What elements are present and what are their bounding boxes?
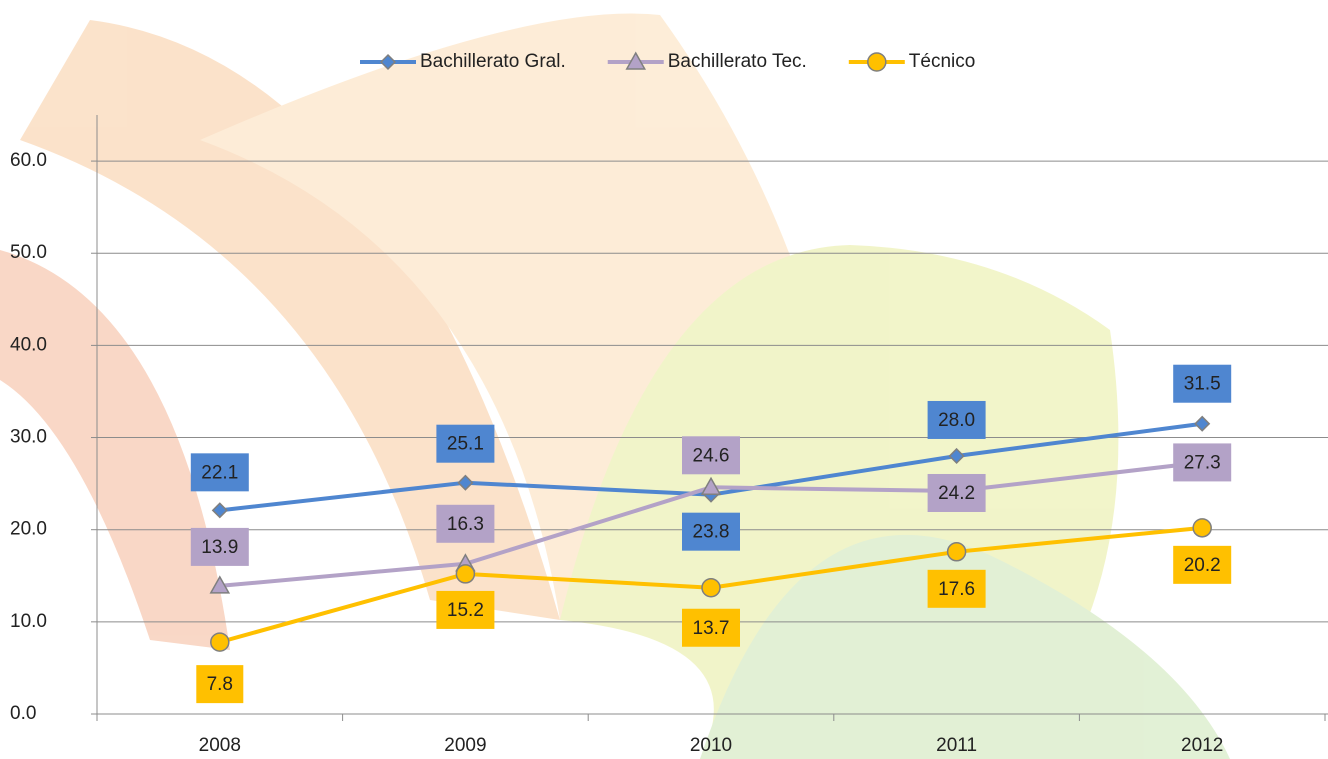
data-label: 13.9 bbox=[201, 537, 238, 558]
data-label: 17.6 bbox=[938, 579, 975, 600]
marker bbox=[213, 503, 227, 517]
y-tick-label: 20.0 bbox=[10, 519, 47, 540]
y-tick-label: 30.0 bbox=[10, 427, 47, 448]
data-label: 24.6 bbox=[693, 445, 730, 466]
data-label: 24.2 bbox=[938, 483, 975, 504]
x-tick-label: 2011 bbox=[936, 735, 977, 756]
legend-label: Técnico bbox=[909, 51, 976, 72]
data-label: 7.8 bbox=[207, 674, 233, 695]
marker bbox=[948, 543, 966, 561]
y-tick-label: 10.0 bbox=[10, 611, 47, 632]
data-label: 22.1 bbox=[201, 462, 238, 483]
y-tick-label: 0.0 bbox=[10, 703, 36, 724]
data-label: 31.5 bbox=[1184, 374, 1221, 395]
x-tick-label: 2010 bbox=[690, 735, 732, 756]
x-tick-label: 2012 bbox=[1181, 735, 1223, 756]
data-label: 13.7 bbox=[693, 618, 730, 639]
x-tick-label: 2008 bbox=[199, 735, 241, 756]
marker bbox=[1193, 519, 1211, 537]
data-label: 20.2 bbox=[1184, 555, 1221, 576]
y-tick-label: 50.0 bbox=[10, 242, 47, 263]
legend-label: Bachillerato Tec. bbox=[668, 51, 807, 72]
marker bbox=[211, 633, 229, 651]
y-tick-label: 60.0 bbox=[10, 150, 47, 171]
x-tick-label: 2009 bbox=[444, 735, 486, 756]
background-decoration bbox=[0, 14, 1230, 759]
legend-label: Bachillerato Gral. bbox=[420, 51, 566, 72]
marker bbox=[456, 565, 474, 583]
marker bbox=[868, 53, 886, 71]
data-label: 16.3 bbox=[447, 514, 484, 535]
chart: 0.0 10.0 20.0 30.0 40.0 50.0 60.0 2008 2009 2010 2… bbox=[0, 0, 1328, 759]
data-label: 25.1 bbox=[447, 434, 484, 455]
data-label: 23.8 bbox=[693, 522, 730, 543]
data-label: 27.3 bbox=[1184, 452, 1221, 473]
data-label: 28.0 bbox=[938, 410, 975, 431]
marker bbox=[1195, 417, 1209, 431]
marker bbox=[702, 579, 720, 597]
data-label: 15.2 bbox=[447, 600, 484, 621]
y-tick-label: 40.0 bbox=[10, 334, 47, 355]
